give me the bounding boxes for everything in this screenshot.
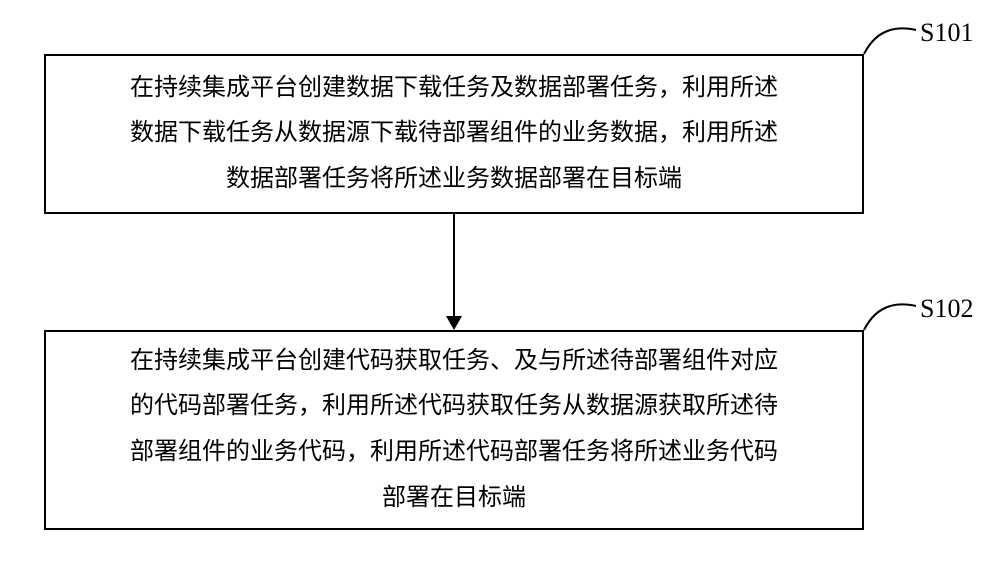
step-box-1: 在持续集成平台创建数据下载任务及数据部署任务，利用所述 数据下载任务从数据源下载… <box>44 54 864 214</box>
step-box-2-text: 在持续集成平台创建代码获取任务、及与所述待部署组件对应 的代码部署任务，利用所述… <box>130 339 778 521</box>
arrow-connector-line <box>453 214 455 318</box>
callout-curve-1 <box>858 16 928 66</box>
step-label-s101: S101 <box>920 18 973 48</box>
step-label-s102: S102 <box>920 294 973 324</box>
step-box-2: 在持续集成平台创建代码获取任务、及与所述待部署组件对应 的代码部署任务，利用所述… <box>44 330 864 530</box>
arrow-connector-head <box>446 316 462 330</box>
flowchart-canvas: 在持续集成平台创建数据下载任务及数据部署任务，利用所述 数据下载任务从数据源下载… <box>0 0 1000 574</box>
step-box-1-text: 在持续集成平台创建数据下载任务及数据部署任务，利用所述 数据下载任务从数据源下载… <box>130 66 778 203</box>
callout-curve-2 <box>858 292 928 342</box>
